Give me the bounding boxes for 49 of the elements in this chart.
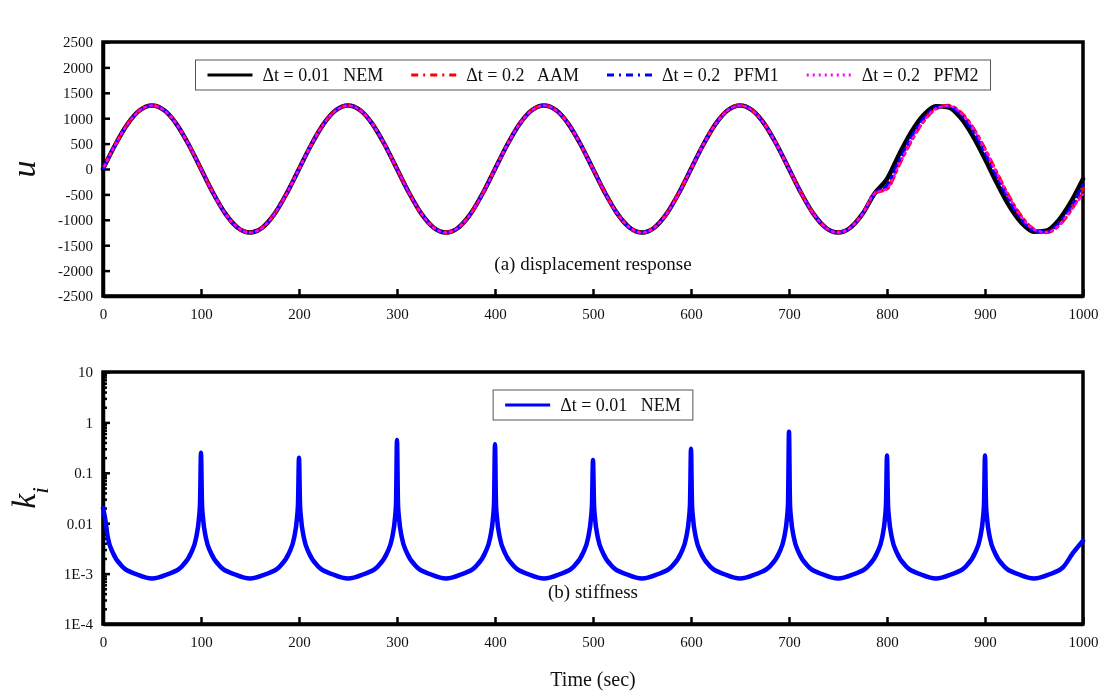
- x-tick-label: 700: [778, 305, 801, 322]
- x-tick-label: 300: [386, 633, 409, 650]
- x-tick-label: 500: [582, 305, 605, 322]
- x-tick-label: 500: [582, 633, 605, 650]
- x-tick-label: 100: [190, 305, 213, 322]
- y-tick-label: -1000: [58, 212, 93, 229]
- x-tick-label: 800: [876, 633, 899, 650]
- x-tick-label: 200: [288, 305, 311, 322]
- x-tick-label: 1000: [1068, 633, 1099, 650]
- y-tick-label: 0.1: [74, 465, 93, 482]
- x-tick-label: 0: [99, 305, 108, 322]
- y-tick-label: 10: [78, 364, 93, 381]
- x-tick-label: 900: [974, 305, 997, 322]
- legend-label: Δt = 0.01 NEM: [560, 395, 681, 415]
- x-tick-label: 100: [190, 633, 213, 650]
- y-tick-label: -2500: [58, 288, 93, 305]
- y-tick-label: 1E-4: [63, 616, 94, 633]
- y-axis-title: u: [5, 160, 42, 178]
- y-tick-label: -2000: [58, 262, 93, 279]
- x-tick-label: 400: [484, 633, 507, 650]
- y-tick-label: 1000: [63, 110, 93, 127]
- y-tick-label: 1: [85, 414, 93, 431]
- y-tick-label: 1E-3: [63, 565, 93, 582]
- legend-label: Δt = 0.2 AAM: [466, 65, 579, 85]
- y-tick-label: -500: [65, 186, 93, 203]
- y-tick-label: 500: [70, 135, 93, 152]
- y-tick-label: 2000: [63, 59, 93, 76]
- line-series: [100, 429, 1086, 581]
- x-tick-label: 200: [288, 633, 311, 650]
- x-tick-label: 600: [680, 305, 703, 322]
- y-tick-label: 1500: [63, 85, 93, 102]
- x-tick-label: 1000: [1068, 305, 1099, 322]
- x-tick-label: 300: [386, 305, 409, 322]
- y-tick-label: 0.01: [66, 515, 93, 532]
- x-axis-title: Time (sec): [550, 668, 636, 691]
- y-tick-label: 2500: [63, 34, 93, 51]
- y-tick-label: -1500: [58, 237, 93, 254]
- legend-label: Δt = 0.01 NEM: [262, 65, 384, 85]
- y-tick-label: 0: [85, 161, 93, 178]
- x-tick-label: 700: [778, 633, 801, 650]
- annotation: (b) stiffness: [548, 581, 638, 603]
- annotation: (a) displacement response: [494, 253, 692, 275]
- x-tick-label: 800: [876, 305, 899, 322]
- x-tick-label: 0: [99, 633, 108, 650]
- legend-label: Δt = 0.2 PFM2: [861, 65, 979, 85]
- x-tick-label: 600: [680, 633, 703, 650]
- legend-label: Δt = 0.2 PFM1: [661, 65, 779, 85]
- x-tick-label: 400: [484, 305, 507, 322]
- x-tick-label: 900: [974, 633, 997, 650]
